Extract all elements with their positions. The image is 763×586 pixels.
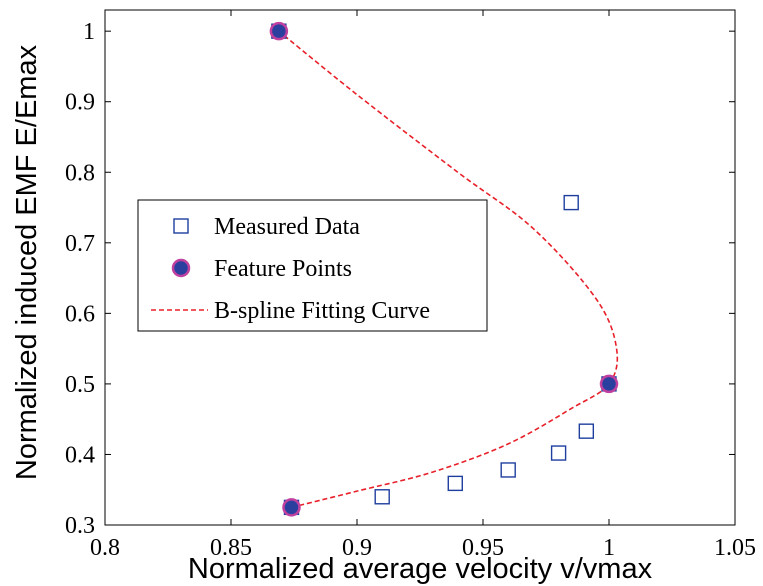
y-axis-ticks: 0.3 0.4 0.5 0.6 0.7 0.8 0.9 1 — [65, 19, 735, 539]
legend-label: B-spline Fitting Curve — [214, 298, 430, 324]
legend-circle-marker — [171, 258, 191, 278]
y-tick-label: 0.6 — [65, 301, 95, 327]
y-axis-title: Normalized induced EMF E/Emax — [11, 44, 43, 480]
y-tick-label: 0.8 — [65, 160, 95, 186]
legend-entries: Measured Data Feature Points B-spline Fitt… — [151, 214, 430, 324]
legend-square-marker — [173, 218, 189, 234]
x-tick-label: 0.85 — [210, 535, 252, 561]
x-tick-label: 0.9 — [342, 535, 372, 561]
measured-data-point — [500, 462, 516, 478]
feature-point — [282, 498, 301, 517]
series-layer — [269, 21, 619, 517]
feature-point — [599, 374, 619, 394]
x-axis-ticks: 0.8 0.85 0.9 0.95 1 1.05 — [90, 10, 756, 561]
x-axis-title: Normalized average velocity v/vmax — [188, 553, 653, 585]
measured-data-point — [563, 194, 579, 211]
x-tick-label: 0.95 — [462, 535, 504, 561]
measured-data-point — [447, 475, 463, 492]
y-tick-label: 0.3 — [65, 513, 95, 539]
measured-data-point — [374, 489, 390, 505]
b-spline-curve — [278, 30, 619, 509]
y-tick-label: 0.7 — [65, 231, 95, 257]
y-tick-label: 1 — [83, 19, 95, 45]
legend-label: Feature Points — [214, 256, 352, 282]
y-tick-label: 0.9 — [65, 90, 95, 116]
feature-point — [269, 21, 289, 41]
y-tick-label: 0.5 — [65, 372, 95, 398]
measured-data-point — [578, 423, 595, 439]
legend-label: Measured Data — [214, 214, 360, 240]
measured-data-point — [550, 445, 567, 461]
legend-box — [137, 199, 488, 332]
x-tick-label: 1.05 — [714, 535, 756, 561]
x-tick-label: 0.8 — [90, 535, 120, 561]
legend: Measured Data Feature Points B-spline Fitt… — [137, 199, 488, 332]
y-tick-label: 0.4 — [65, 442, 95, 468]
x-tick-label: 1 — [603, 535, 615, 561]
